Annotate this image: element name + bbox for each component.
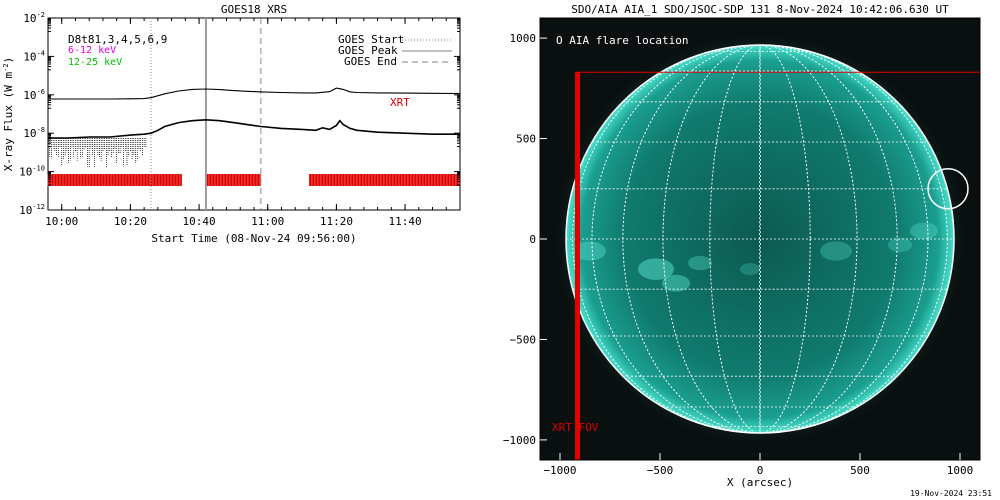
active-region <box>638 258 674 280</box>
aia-xtick-label: −500 <box>647 464 674 477</box>
aia-xtick-label: 1000 <box>947 464 974 477</box>
aia-xtick-label: −1000 <box>543 464 576 477</box>
legend-goes-peak: GOES Peak <box>338 44 398 57</box>
xrt-coverage-bar <box>205 174 261 186</box>
goes-noise <box>49 138 147 168</box>
aia-ytick-label: 0 <box>529 233 536 246</box>
aia-xlabel: X (arcsec) <box>727 476 793 489</box>
solar-limb <box>565 44 955 434</box>
goes-xtick-label: 11:20 <box>320 215 353 228</box>
active-region <box>820 241 852 261</box>
goes-ylabel: X-ray Flux (W m-2) <box>2 57 15 171</box>
aia-title: SDO/AIA AIA_1 SDO/JSOC-SDP 131 8-Nov-202… <box>571 3 949 16</box>
aia-ytick-label: −500 <box>510 333 537 346</box>
goes-ytick-label: 10-8 <box>23 126 45 140</box>
xrt-coverage-bar <box>308 174 460 186</box>
goes-xtick-label: 11:40 <box>389 215 422 228</box>
active-region <box>688 255 712 271</box>
legend-goes-end: GOES End <box>344 55 397 68</box>
aia-axes: −1000 1000 −500 500 0 0 500 −500 1000 −1000 <box>503 17 981 477</box>
aia-legend-flare: O AIA flare location <box>556 34 688 47</box>
aia-xtick-label: 500 <box>850 464 870 477</box>
active-region <box>574 241 606 261</box>
goes-ytick-label: 10-2 <box>23 11 45 25</box>
xrt-coverage-bar <box>48 174 182 186</box>
goes-plot-area <box>47 17 461 211</box>
legend-12-25kev: 12-25 keV <box>68 57 122 68</box>
xrt-fov-label: XRT FOV <box>552 421 599 434</box>
goes-xtick-label: 10:40 <box>183 215 216 228</box>
goes-ytick-label: 10-10 <box>19 165 45 179</box>
active-region <box>910 222 938 240</box>
aia-ytick-label: −1000 <box>503 434 536 447</box>
active-region <box>662 274 690 292</box>
legend-goes-start: GOES Start <box>338 33 404 46</box>
footer-timestamp: 19-Nov-2024 23:51 <box>910 489 992 498</box>
goes-x-axis: 10:00 10:20 10:40 11:00 11:20 11:40 <box>45 18 461 228</box>
goes-series-1 <box>48 118 460 139</box>
xrt-annotation: XRT <box>390 96 410 109</box>
xrt-coverage <box>47 174 460 186</box>
goes-series-0 <box>48 87 460 100</box>
active-region <box>740 263 760 276</box>
goes-ytick-label: 10-4 <box>23 49 45 63</box>
legend-6-12kev: 6-12 keV <box>68 45 116 56</box>
aia-ytick-label: 1000 <box>510 32 537 45</box>
flare-location-marker <box>927 168 969 210</box>
aia-xtick-label: 0 <box>757 464 764 477</box>
goes-xtick-label: 10:20 <box>114 215 147 228</box>
goes-ytick-label: 10-6 <box>23 88 45 102</box>
aia-ytick-label: 500 <box>516 133 536 146</box>
legend-detector: D8t81,3,4,5,6,9 <box>68 33 167 46</box>
goes-title: GOES18 XRS <box>221 3 287 16</box>
goes-xtick-label: 10:00 <box>45 215 78 228</box>
active-region <box>888 237 912 253</box>
goes-xlabel: Start Time (08-Nov-24 09:56:00) <box>151 232 356 245</box>
goes-xtick-label: 11:00 <box>251 215 284 228</box>
xrt-fov-edge <box>575 72 580 460</box>
goes-ytick-label: 10-12 <box>19 203 45 217</box>
aia-image-panel: O AIA flare location XRT FOV <box>540 18 980 460</box>
